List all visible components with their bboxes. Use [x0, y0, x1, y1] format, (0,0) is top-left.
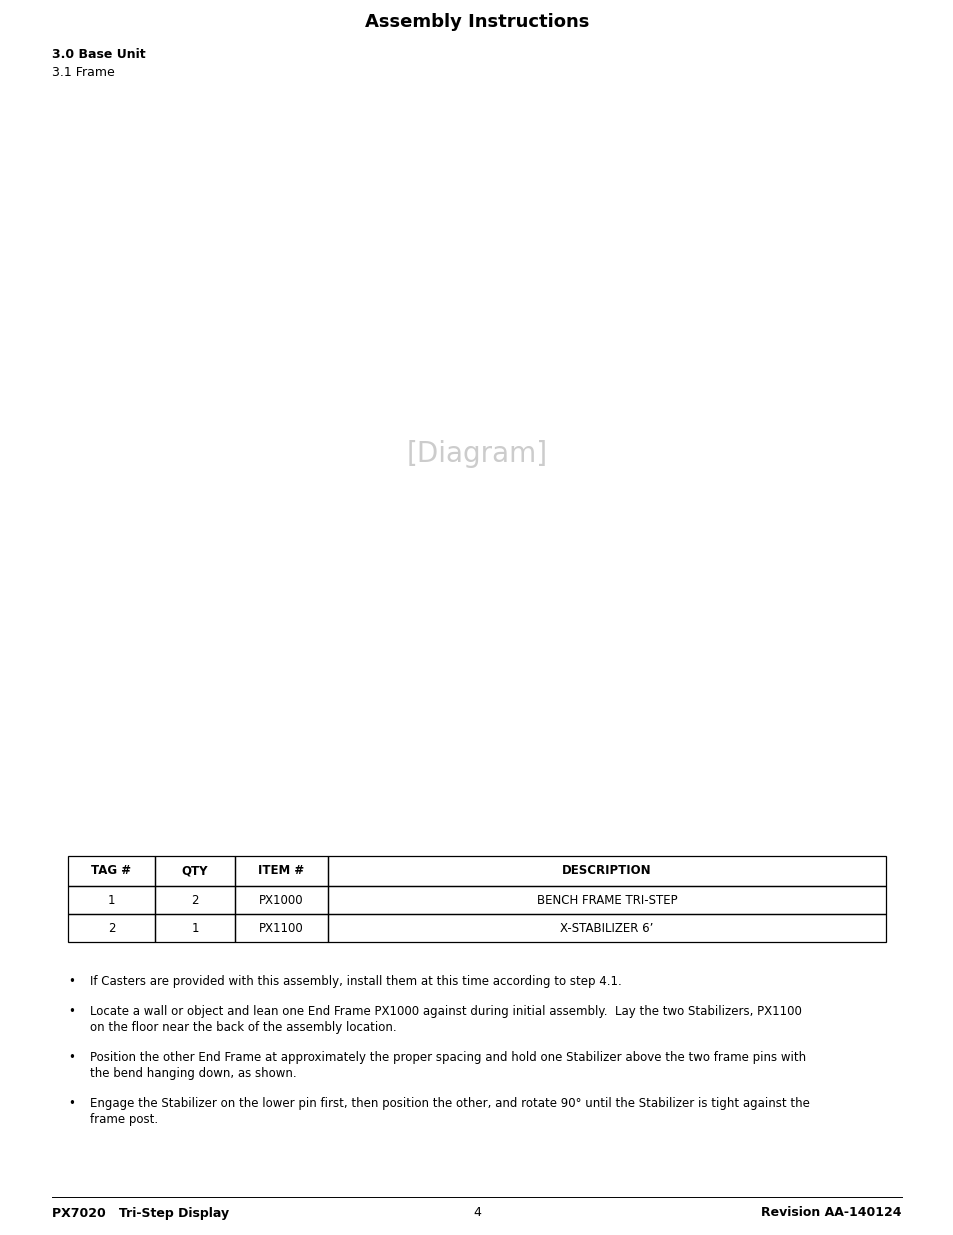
Text: 3.1 Frame: 3.1 Frame — [52, 67, 114, 79]
Text: 4: 4 — [473, 1207, 480, 1219]
Text: PX1100: PX1100 — [259, 921, 304, 935]
Text: •: • — [68, 1097, 74, 1110]
Bar — [328, 885, 885, 914]
Text: Position the other End Frame at approximately the proper spacing and hold one St: Position the other End Frame at approxim… — [90, 1051, 805, 1065]
Text: •: • — [68, 1051, 74, 1065]
Bar — [68, 856, 154, 885]
Text: QTY: QTY — [182, 864, 208, 878]
Text: Revision AA-140124: Revision AA-140124 — [760, 1207, 901, 1219]
Text: 2: 2 — [108, 921, 115, 935]
Bar — [154, 885, 234, 914]
Text: 1: 1 — [108, 893, 115, 906]
Text: the bend hanging down, as shown.: the bend hanging down, as shown. — [90, 1067, 296, 1079]
Text: DESCRIPTION: DESCRIPTION — [561, 864, 651, 878]
Bar — [234, 856, 328, 885]
Text: X-STABILIZER 6’: X-STABILIZER 6’ — [559, 921, 653, 935]
Text: 1: 1 — [191, 921, 198, 935]
Text: PX7020   Tri-Step Display: PX7020 Tri-Step Display — [52, 1207, 229, 1219]
Text: TAG #: TAG # — [91, 864, 132, 878]
Text: [Diagram]: [Diagram] — [406, 440, 547, 468]
Text: frame post.: frame post. — [90, 1113, 158, 1126]
Bar — [234, 914, 328, 942]
Text: Engage the Stabilizer on the lower pin first, then position the other, and rotat: Engage the Stabilizer on the lower pin f… — [90, 1097, 809, 1110]
Bar — [68, 914, 154, 942]
Bar — [234, 885, 328, 914]
Text: ITEM #: ITEM # — [258, 864, 304, 878]
Bar — [328, 914, 885, 942]
Text: 2: 2 — [191, 893, 198, 906]
Text: 3.0 Base Unit: 3.0 Base Unit — [52, 47, 146, 61]
Text: Assembly Instructions: Assembly Instructions — [364, 14, 589, 31]
Text: PX1000: PX1000 — [259, 893, 303, 906]
Text: BENCH FRAME TRI-STEP: BENCH FRAME TRI-STEP — [537, 893, 677, 906]
Bar — [68, 885, 154, 914]
Text: on the floor near the back of the assembly location.: on the floor near the back of the assemb… — [90, 1021, 396, 1034]
Bar — [154, 914, 234, 942]
Text: •: • — [68, 1005, 74, 1018]
Text: If Casters are provided with this assembly, install them at this time according : If Casters are provided with this assemb… — [90, 974, 621, 988]
Text: •: • — [68, 974, 74, 988]
Bar — [328, 856, 885, 885]
Text: Locate a wall or object and lean one End Frame PX1000 against during initial ass: Locate a wall or object and lean one End… — [90, 1005, 801, 1018]
Bar — [154, 856, 234, 885]
